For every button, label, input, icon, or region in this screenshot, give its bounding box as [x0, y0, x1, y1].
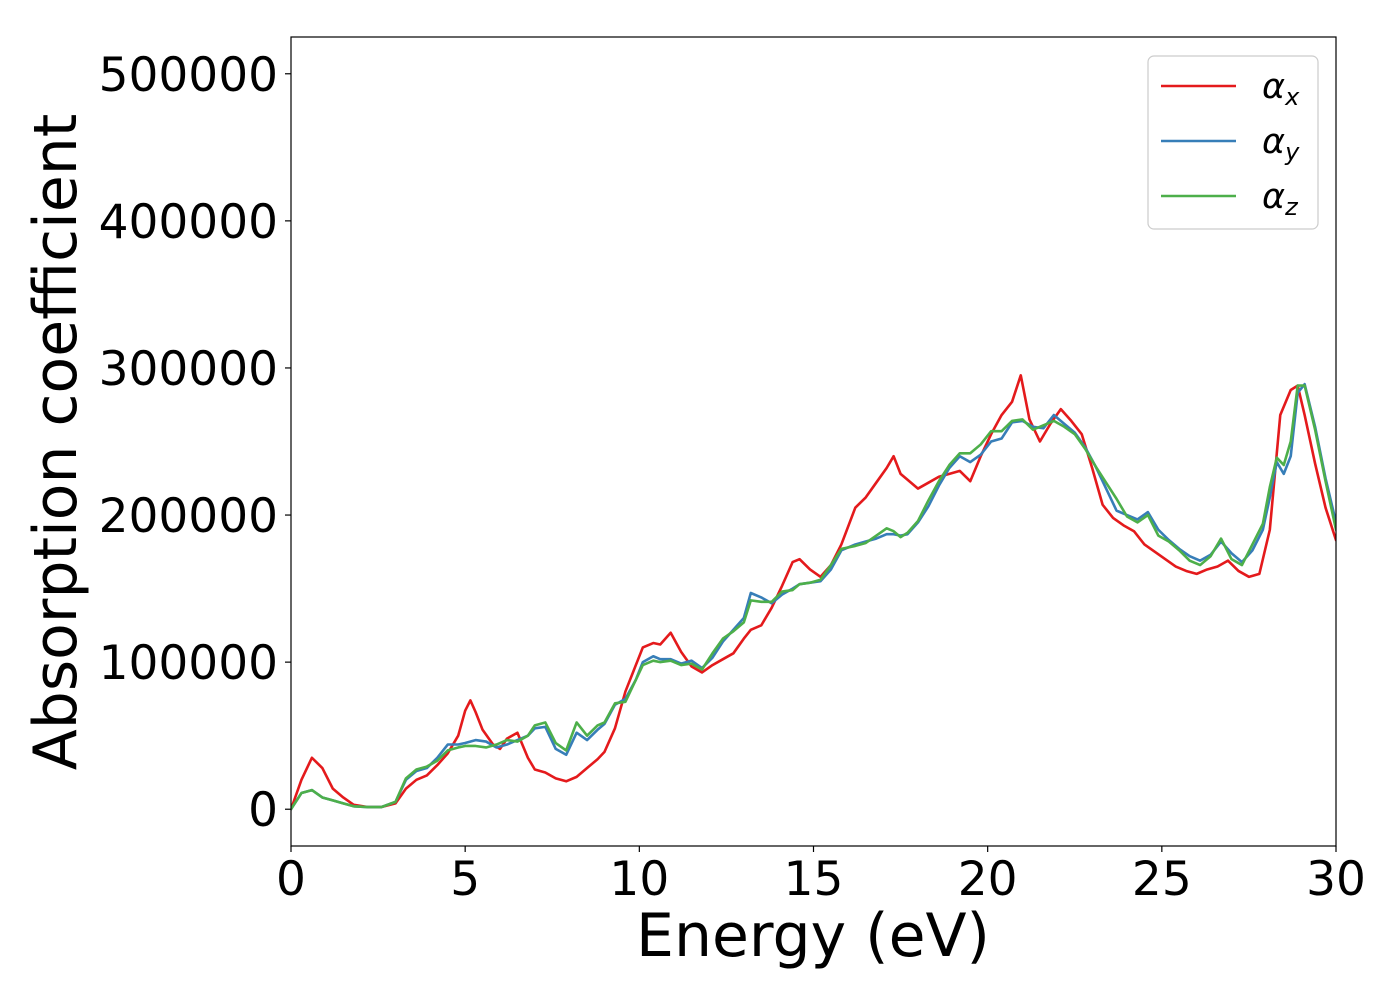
x-tick-label: 0: [276, 852, 306, 907]
y-tick-label: 200000: [99, 489, 278, 544]
legend: αx αy αz: [1147, 55, 1319, 230]
legend-box: [1147, 55, 1319, 230]
x-axis-title: Energy (eV): [636, 901, 990, 971]
axis-layer: 0 5 10 15 20 25 30 0 100000 200000 300000 400000 500…: [99, 36, 1366, 907]
x-tick-label: 20: [958, 852, 1018, 907]
y-axis-title: Absorption coefficient: [21, 114, 91, 771]
y-tick-label: 0: [248, 783, 278, 838]
x-tick-label: 30: [1306, 852, 1366, 907]
x-tick-label: 10: [609, 852, 669, 907]
plot-layer: [291, 374, 1336, 811]
legend-label-z: αz: [1262, 177, 1299, 221]
x-tick-label: 5: [450, 852, 480, 907]
series-line-z: [291, 384, 1336, 811]
series-line-y: [291, 382, 1336, 811]
x-tick-label: 25: [1132, 852, 1192, 907]
y-tick-label: 400000: [99, 195, 278, 250]
legend-label-x: αx: [1262, 67, 1300, 111]
y-tick-label: 500000: [99, 48, 278, 103]
x-tick-label: 15: [784, 852, 844, 907]
y-tick-label: 100000: [99, 636, 278, 691]
y-tick-label: 300000: [99, 342, 278, 397]
series-line-x: [291, 374, 1336, 811]
legend-label-y: αy: [1262, 122, 1300, 166]
